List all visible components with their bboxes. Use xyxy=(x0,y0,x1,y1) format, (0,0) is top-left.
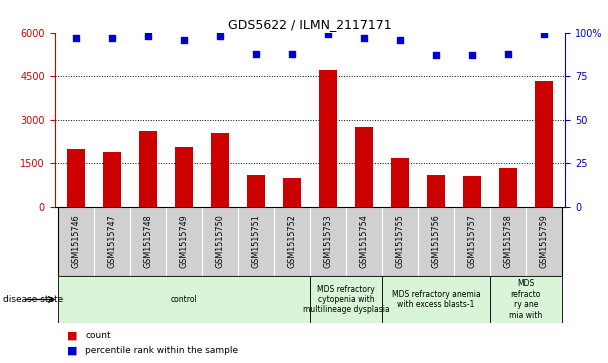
Point xyxy=(395,37,405,42)
Text: GSM1515746: GSM1515746 xyxy=(72,215,81,268)
Point xyxy=(467,52,477,58)
Text: GSM1515748: GSM1515748 xyxy=(143,215,153,268)
Bar xyxy=(283,178,301,207)
Text: count: count xyxy=(85,331,111,340)
Bar xyxy=(274,207,310,276)
Bar xyxy=(382,276,490,323)
Bar xyxy=(427,175,445,207)
Point xyxy=(179,37,189,42)
Bar xyxy=(67,149,85,207)
Bar xyxy=(319,70,337,207)
Text: GSM1515751: GSM1515751 xyxy=(252,215,261,268)
Text: ■: ■ xyxy=(67,345,77,355)
Bar xyxy=(526,207,562,276)
Point xyxy=(215,33,225,39)
Bar xyxy=(535,81,553,207)
Bar xyxy=(310,207,346,276)
Point xyxy=(431,52,441,58)
Point xyxy=(251,51,261,57)
Text: GSM1515750: GSM1515750 xyxy=(216,215,225,268)
Text: MDS
refracto
ry ane
mia with: MDS refracto ry ane mia with xyxy=(510,280,542,319)
Point xyxy=(359,35,369,41)
Text: ■: ■ xyxy=(67,331,77,341)
Text: GSM1515759: GSM1515759 xyxy=(539,215,548,268)
Bar xyxy=(58,276,310,323)
Point xyxy=(108,35,117,41)
Bar xyxy=(490,207,526,276)
Bar xyxy=(499,168,517,207)
Text: GSM1515757: GSM1515757 xyxy=(468,215,477,268)
Bar xyxy=(382,207,418,276)
Bar xyxy=(247,175,265,207)
Bar xyxy=(202,207,238,276)
Point xyxy=(503,51,513,57)
Text: GSM1515754: GSM1515754 xyxy=(359,215,368,268)
Bar xyxy=(139,131,157,207)
Text: GSM1515752: GSM1515752 xyxy=(288,215,297,268)
Text: MDS refractory
cytopenia with
multilineage dysplasia: MDS refractory cytopenia with multilinea… xyxy=(303,285,389,314)
Bar xyxy=(166,207,202,276)
Bar xyxy=(310,276,382,323)
Text: disease state: disease state xyxy=(3,295,63,304)
Bar xyxy=(490,276,562,323)
Text: control: control xyxy=(171,295,198,304)
Bar xyxy=(454,207,490,276)
Point xyxy=(71,35,81,41)
Text: GSM1515755: GSM1515755 xyxy=(395,215,404,268)
Point xyxy=(323,32,333,37)
Bar xyxy=(355,127,373,207)
Title: GDS5622 / ILMN_2117171: GDS5622 / ILMN_2117171 xyxy=(228,19,392,32)
Bar xyxy=(418,207,454,276)
Text: GSM1515749: GSM1515749 xyxy=(180,215,188,268)
Bar xyxy=(391,158,409,207)
Bar xyxy=(130,207,166,276)
Bar xyxy=(94,207,130,276)
Point xyxy=(287,51,297,57)
Bar xyxy=(463,176,481,207)
Bar xyxy=(211,133,229,207)
Text: GSM1515753: GSM1515753 xyxy=(323,215,333,268)
Text: MDS refractory anemia
with excess blasts-1: MDS refractory anemia with excess blasts… xyxy=(392,290,480,309)
Text: GSM1515758: GSM1515758 xyxy=(503,215,513,268)
Point xyxy=(539,32,549,37)
Bar xyxy=(58,207,94,276)
Bar xyxy=(103,152,121,207)
Text: GSM1515747: GSM1515747 xyxy=(108,215,117,268)
Bar xyxy=(175,147,193,207)
Text: GSM1515756: GSM1515756 xyxy=(432,215,440,268)
Bar xyxy=(238,207,274,276)
Text: percentile rank within the sample: percentile rank within the sample xyxy=(85,346,238,355)
Bar xyxy=(346,207,382,276)
Point xyxy=(143,33,153,39)
